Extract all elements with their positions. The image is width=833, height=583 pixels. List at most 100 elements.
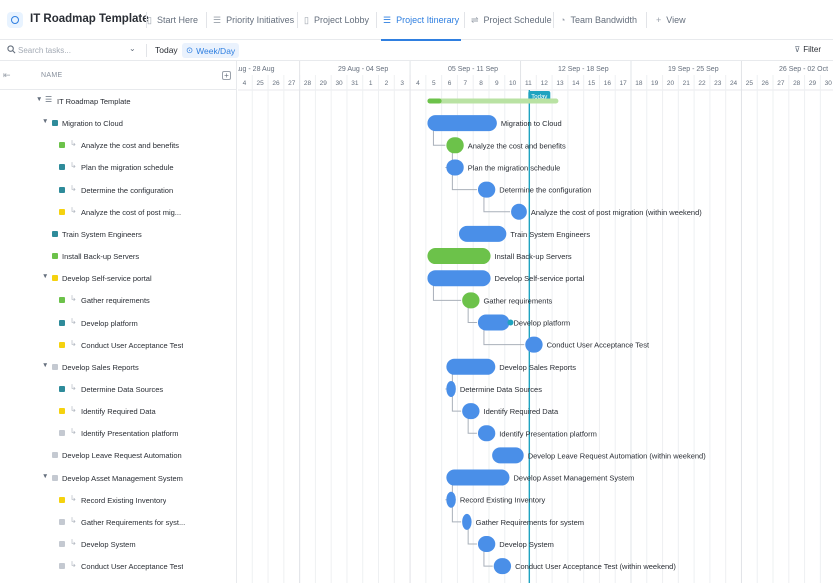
tab-project-schedule[interactable]: ⇌ Project Schedule: [471, 0, 552, 40]
status-square[interactable]: [59, 208, 65, 215]
chevron-down-icon[interactable]: ▼: [42, 472, 49, 480]
task-row[interactable]: ↳ Conduct User Acceptance Test: [0, 555, 237, 577]
divider: [146, 12, 147, 28]
status-square[interactable]: [59, 541, 65, 547]
task-row[interactable]: ▼ Develop Asset Management System: [0, 467, 237, 489]
chevron-down-icon[interactable]: ▼: [42, 273, 49, 281]
task-name: Identify Presentation platform: [81, 429, 179, 439]
dependency-line: [432, 284, 462, 301]
task-row[interactable]: ▼ Develop Self-service portal: [0, 267, 237, 289]
add-column-button[interactable]: +: [222, 71, 231, 80]
status-square[interactable]: [59, 142, 65, 149]
task-row[interactable]: ↳ Gather requirements: [0, 289, 237, 311]
task-row[interactable]: ▼ Migration to Cloud: [0, 112, 237, 134]
task-row[interactable]: ↳ Determine the configuration: [0, 179, 237, 201]
task-row[interactable]: Install Back-up Servers: [0, 245, 237, 267]
task-row[interactable]: ▼ ☰ IT Roadmap Template: [0, 90, 237, 112]
status-square[interactable]: [59, 563, 65, 570]
subtask-icon: ↳: [70, 382, 77, 392]
task-row[interactable]: ↳ Analyze the cost of post mig...: [0, 201, 237, 223]
task-bar: [427, 248, 491, 265]
status-square[interactable]: [52, 230, 58, 237]
task-bar: [511, 203, 527, 220]
status-square[interactable]: [52, 452, 58, 459]
task-name: Develop System: [81, 540, 136, 549]
tab-label: Project Schedule: [483, 15, 552, 25]
task-bar: [492, 447, 524, 464]
dependency-line: [483, 328, 525, 346]
chevron-down-icon[interactable]: ⌄: [129, 44, 136, 53]
task-name: Develop Sales Reports: [62, 362, 139, 372]
status-square[interactable]: [59, 186, 65, 193]
task-name: Record Existing Inventory: [81, 495, 167, 505]
tab-project-lobby[interactable]: ▯ Project Lobby: [304, 0, 369, 40]
task-row[interactable]: ↳ Conduct User Acceptance Test: [0, 334, 237, 356]
status-square[interactable]: [52, 253, 58, 260]
status-square[interactable]: [52, 474, 58, 481]
status-square[interactable]: [59, 496, 65, 503]
task-row[interactable]: ↳ Identify Required Data: [0, 400, 237, 422]
task-name: Plan the migration schedule: [81, 163, 174, 173]
dependency-line: [451, 173, 477, 191]
task-row[interactable]: ↳ Gather Requirements for syst...: [0, 511, 237, 533]
task-row[interactable]: ↳ Develop platform: [0, 312, 237, 334]
day-label: 7: [463, 80, 467, 87]
task-name: Develop Leave Request Automation: [62, 451, 182, 461]
name-column-header[interactable]: NAME: [41, 72, 63, 79]
search-input[interactable]: [18, 43, 128, 58]
week-label: 26 Sep - 02 Oct: [779, 66, 828, 73]
status-square[interactable]: [59, 341, 65, 348]
chevron-down-icon[interactable]: ▼: [42, 361, 49, 369]
task-name: Gather requirements: [81, 296, 150, 306]
status-square[interactable]: [59, 518, 65, 525]
collapse-sidebar-icon[interactable]: ⇤: [3, 70, 11, 80]
status-square[interactable]: [59, 430, 65, 437]
plus-icon: +: [656, 15, 662, 25]
task-name: Develop Self-service portal: [62, 274, 152, 284]
subtask-icon: ↳: [70, 515, 77, 525]
subtask-icon: ↳: [70, 294, 77, 304]
task-row[interactable]: Train System Engineers: [0, 223, 237, 245]
day-label: 30: [335, 80, 343, 87]
week-day-label: Week/Day: [196, 45, 236, 56]
filter-button[interactable]: ⊽ Filter: [794, 45, 821, 54]
status-square[interactable]: [59, 408, 65, 415]
task-row[interactable]: ↳ Plan the migration schedule: [0, 156, 237, 178]
week-label: 05 Sep - 11 Sep: [448, 66, 498, 73]
gantt-icon: ☰: [383, 14, 392, 25]
task-name: Identify Required Data: [81, 407, 156, 417]
task-row[interactable]: ↳ Determine Data Sources: [0, 378, 237, 400]
task-row[interactable]: ↳ Analyze the cost and benefits: [0, 134, 237, 156]
today-button[interactable]: Today: [155, 45, 178, 55]
tab-team-bandwidth[interactable]: ◔ Team Bandwidth: [560, 0, 637, 40]
subtask-icon: ↳: [70, 560, 77, 570]
chevron-down-icon[interactable]: ▼: [42, 118, 49, 126]
week-day-toggle[interactable]: ⊙ Week/Day: [182, 43, 240, 58]
top-bar: IT Roadmap Template ▯ Start Here ☰ Priority…: [0, 0, 833, 41]
calendar-icon: ⊙: [186, 45, 194, 55]
status-square[interactable]: [59, 385, 65, 392]
status-square[interactable]: [52, 120, 58, 127]
status-square[interactable]: [52, 363, 58, 370]
tab-project-itinerary[interactable]: ☰ Project Itinerary: [380, 0, 462, 41]
tab-start-here[interactable]: ▯ Start Here: [147, 0, 198, 40]
page-title[interactable]: IT Roadmap Template: [30, 13, 149, 25]
bar-label: Identify Required Data: [484, 407, 559, 416]
status-square[interactable]: [52, 275, 58, 282]
task-row[interactable]: ↳ Identify Presentation platform: [0, 422, 237, 444]
chevron-down-icon[interactable]: ▼: [36, 96, 43, 103]
task-row[interactable]: ↳ Develop System: [0, 533, 237, 555]
space-icon[interactable]: [7, 12, 23, 28]
task-row[interactable]: Develop Leave Request Automation: [0, 444, 237, 466]
tab-priority-initiatives[interactable]: ☰ Priority Initiatives: [213, 0, 294, 40]
tab-view[interactable]: + View: [656, 0, 686, 40]
bar-label: Develop Sales Reports: [499, 363, 576, 372]
tab-label: Start Here: [156, 15, 198, 25]
task-name: Conduct User Acceptance Test: [81, 340, 184, 350]
status-square[interactable]: [59, 297, 65, 304]
task-row[interactable]: ▼ Develop Sales Reports: [0, 356, 237, 378]
task-row[interactable]: ↳ Record Existing Inventory: [0, 489, 237, 511]
status-square[interactable]: [59, 164, 65, 171]
week-label: 12 Sep - 18 Sep: [558, 66, 609, 73]
status-square[interactable]: [59, 319, 65, 326]
